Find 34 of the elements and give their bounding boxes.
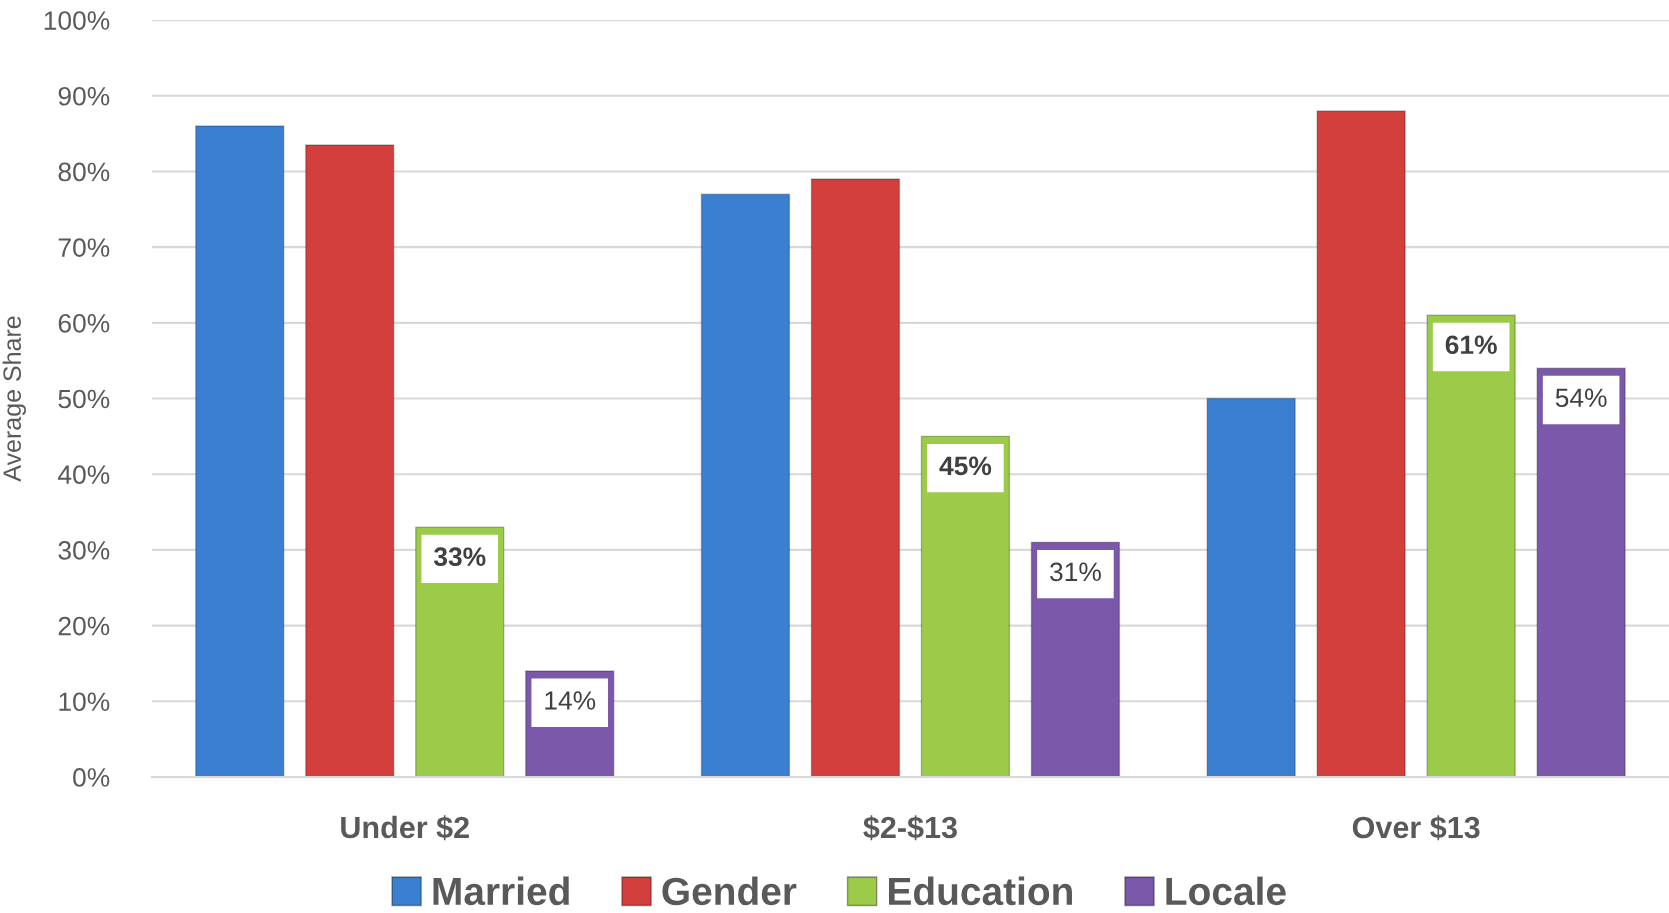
x-tick-label: Under $2: [341, 815, 469, 841]
y-tick-label: 10%: [59, 692, 110, 712]
y-tick-label: 30%: [58, 541, 110, 560]
y-tick-label: 70%: [58, 238, 110, 257]
y-axis-title: Average Share: [2, 316, 26, 482]
y-tick-label: 40%: [58, 465, 110, 485]
bar: [305, 144, 395, 777]
legend-label: Locale: [1166, 876, 1286, 906]
data-label: 61%: [1445, 335, 1497, 355]
bar: [1206, 397, 1296, 777]
bar: [920, 435, 1011, 777]
bar: [700, 193, 791, 777]
y-tick-label: 20%: [58, 616, 110, 636]
y-tick-label: 100%: [44, 11, 110, 30]
data-label: 14%: [545, 691, 596, 710]
y-tick-label: 50%: [58, 389, 110, 409]
legend-label: Gender: [662, 876, 797, 906]
x-tick-label: Over $13: [1352, 815, 1480, 841]
data-label: 33%: [433, 547, 486, 567]
y-tick-label: 90%: [58, 86, 110, 106]
bar: [810, 178, 901, 777]
bar: [195, 125, 285, 777]
legend-label: Education: [889, 876, 1072, 906]
bar: [1426, 314, 1516, 777]
y-tick-label: 80%: [58, 162, 110, 182]
legend-label: Married: [433, 876, 569, 906]
data-label: 54%: [1555, 388, 1607, 408]
bar: [1316, 110, 1406, 777]
data-label: 31%: [1050, 562, 1101, 582]
data-label: 45%: [939, 456, 992, 476]
y-tick-label: 0%: [73, 768, 110, 787]
y-tick-label: 60%: [58, 313, 110, 333]
x-tick-label: $2-$13: [863, 815, 957, 841]
bar: [1536, 367, 1626, 777]
